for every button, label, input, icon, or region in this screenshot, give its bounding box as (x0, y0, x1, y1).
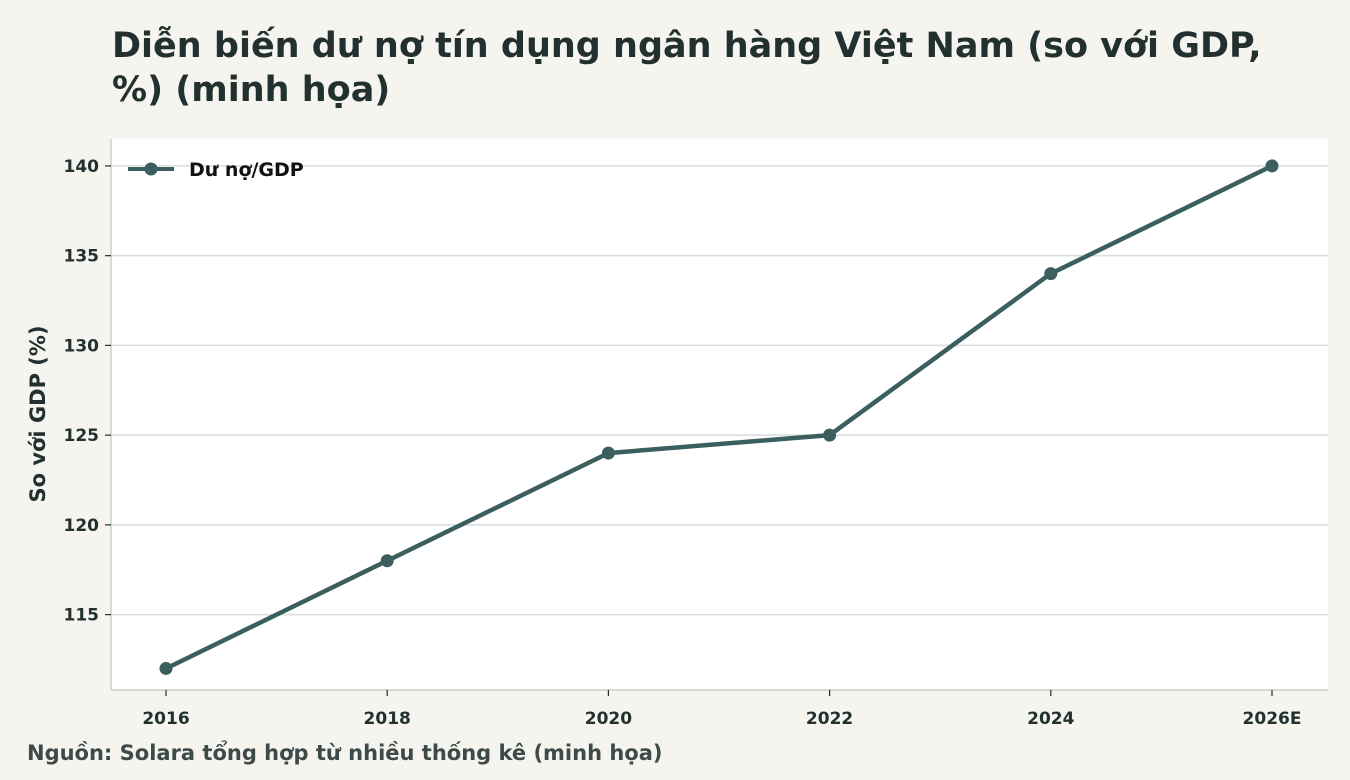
series-line (163, 163, 1275, 671)
data-point-2016 (159, 661, 173, 675)
y-tick-label: 120 (64, 516, 100, 536)
y-tick-labels: 115 120 125 130 135 140 (64, 157, 111, 626)
chart-title: Diễn biến dư nợ tín dụng ngân hàng Việt … (112, 26, 1262, 110)
x-tick-labels: 2016 2018 2020 2022 2024 2026E (142, 690, 1301, 729)
x-tick-label: 2026E (1243, 709, 1302, 729)
data-point-2018 (380, 554, 394, 568)
data-point-2024 (1044, 267, 1058, 281)
y-tick-label: 125 (64, 426, 100, 446)
x-tick-label: 2018 (364, 709, 411, 729)
x-tick-label: 2020 (585, 709, 632, 729)
y-tick-label: 135 (64, 247, 100, 267)
source-note: Nguồn: Solara tổng hợp từ nhiều thống kê… (27, 741, 663, 765)
x-tick-label: 2022 (806, 709, 853, 729)
series-dư-nợ-gdp (159, 159, 1279, 675)
legend-label: Dư nợ/GDP (189, 159, 304, 181)
gridlines (111, 165, 1328, 616)
x-tick-label: 2016 (142, 709, 189, 729)
y-tick-label: 115 (64, 606, 100, 626)
data-point-2026E (1265, 159, 1279, 173)
x-tick-label: 2024 (1027, 709, 1074, 729)
data-point-2020 (601, 446, 615, 460)
y-tick-label: 130 (64, 336, 100, 356)
legend-marker-swatch (144, 162, 158, 176)
y-tick-label: 140 (64, 157, 100, 177)
legend: Dư nợ/GDP (128, 159, 304, 181)
data-point-2022 (823, 428, 837, 442)
y-axis-label: So với GDP (%) (26, 325, 50, 502)
